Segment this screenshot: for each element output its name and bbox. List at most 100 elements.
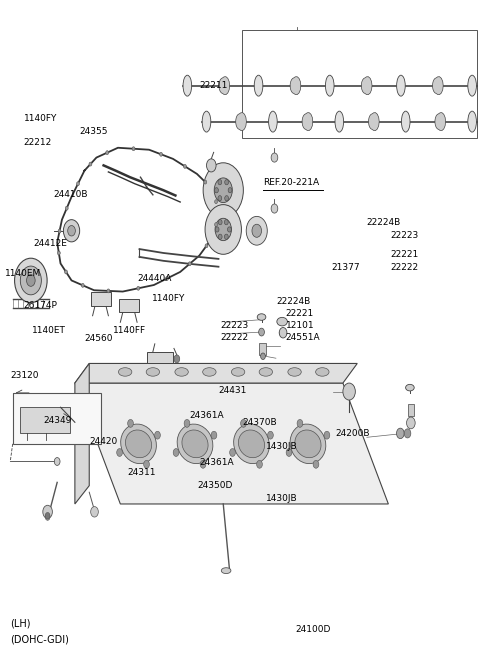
Circle shape: [58, 229, 61, 233]
Text: 24355: 24355: [80, 127, 108, 136]
Circle shape: [45, 512, 50, 519]
Circle shape: [286, 449, 292, 457]
Ellipse shape: [277, 318, 288, 326]
Text: 12101: 12101: [286, 321, 314, 330]
Circle shape: [205, 244, 208, 248]
Ellipse shape: [146, 367, 159, 376]
Text: 24349: 24349: [44, 416, 72, 424]
Text: 24431: 24431: [218, 386, 247, 396]
Text: 24200B: 24200B: [336, 429, 370, 438]
Polygon shape: [75, 383, 388, 504]
Bar: [12, 393, 101, 444]
Circle shape: [173, 449, 179, 457]
Circle shape: [155, 431, 160, 439]
Text: 24420: 24420: [89, 438, 118, 446]
Bar: [242, 30, 477, 138]
Circle shape: [259, 328, 264, 336]
Text: 24311: 24311: [128, 468, 156, 477]
Circle shape: [218, 196, 222, 201]
Text: 1140FF: 1140FF: [113, 326, 146, 335]
Ellipse shape: [20, 266, 41, 295]
Circle shape: [271, 204, 278, 213]
Circle shape: [166, 276, 168, 280]
Circle shape: [257, 460, 263, 468]
Polygon shape: [236, 113, 246, 130]
Circle shape: [106, 151, 108, 155]
Ellipse shape: [288, 367, 301, 376]
Circle shape: [252, 224, 262, 237]
Ellipse shape: [234, 424, 269, 464]
Ellipse shape: [26, 274, 35, 286]
Text: 1140ET: 1140ET: [32, 326, 66, 335]
Text: 24361A: 24361A: [190, 411, 224, 419]
Text: 22223: 22223: [221, 321, 249, 330]
Polygon shape: [75, 364, 89, 504]
Text: 1140EM: 1140EM: [4, 269, 41, 278]
Ellipse shape: [257, 314, 266, 320]
Circle shape: [404, 429, 411, 438]
Circle shape: [206, 159, 216, 172]
Circle shape: [240, 419, 246, 427]
Ellipse shape: [125, 430, 152, 458]
Circle shape: [89, 162, 92, 166]
Bar: [120, 299, 140, 312]
Circle shape: [225, 234, 228, 239]
Ellipse shape: [183, 75, 192, 96]
Circle shape: [211, 431, 217, 439]
Text: 24560: 24560: [84, 334, 113, 343]
Circle shape: [215, 187, 218, 193]
Ellipse shape: [231, 367, 245, 376]
Text: 26174P: 26174P: [24, 301, 58, 310]
Circle shape: [215, 223, 217, 227]
Text: 24551A: 24551A: [286, 333, 320, 342]
Text: 24412E: 24412E: [33, 239, 67, 248]
Circle shape: [65, 270, 68, 274]
Text: 24410B: 24410B: [53, 190, 88, 199]
Circle shape: [81, 284, 84, 288]
Text: REF.20-221A: REF.20-221A: [263, 178, 319, 187]
Text: 24350D: 24350D: [197, 481, 232, 490]
Circle shape: [225, 219, 228, 225]
Circle shape: [396, 428, 404, 439]
Polygon shape: [302, 113, 313, 130]
Text: 1430JB: 1430JB: [266, 442, 298, 451]
Circle shape: [279, 328, 287, 338]
Circle shape: [205, 204, 241, 254]
Circle shape: [188, 262, 191, 266]
Ellipse shape: [202, 111, 211, 132]
Ellipse shape: [221, 568, 231, 574]
Ellipse shape: [254, 75, 263, 96]
Circle shape: [45, 514, 50, 520]
Bar: [147, 352, 173, 364]
Circle shape: [407, 417, 415, 429]
Circle shape: [246, 216, 267, 245]
Polygon shape: [290, 77, 301, 94]
Ellipse shape: [14, 258, 47, 303]
Circle shape: [218, 234, 222, 239]
Circle shape: [218, 179, 222, 185]
Circle shape: [65, 206, 68, 210]
Circle shape: [204, 180, 207, 184]
Text: 1140FY: 1140FY: [24, 114, 57, 122]
Ellipse shape: [316, 367, 329, 376]
Text: 22212: 22212: [24, 138, 52, 147]
Text: 22223: 22223: [391, 231, 419, 240]
Circle shape: [174, 355, 180, 363]
Circle shape: [76, 181, 79, 185]
Polygon shape: [369, 113, 379, 130]
Circle shape: [261, 353, 265, 360]
Text: (LH): (LH): [10, 618, 31, 628]
Text: 22224B: 22224B: [367, 217, 401, 227]
Bar: [20, 407, 70, 434]
Circle shape: [324, 431, 330, 439]
Circle shape: [68, 225, 75, 236]
Text: 22221: 22221: [391, 250, 419, 259]
Circle shape: [313, 460, 319, 468]
Circle shape: [229, 449, 235, 457]
Circle shape: [215, 227, 219, 232]
Circle shape: [128, 419, 133, 427]
Circle shape: [58, 251, 60, 255]
Text: 21377: 21377: [331, 263, 360, 272]
Polygon shape: [361, 77, 372, 94]
Circle shape: [200, 460, 206, 468]
